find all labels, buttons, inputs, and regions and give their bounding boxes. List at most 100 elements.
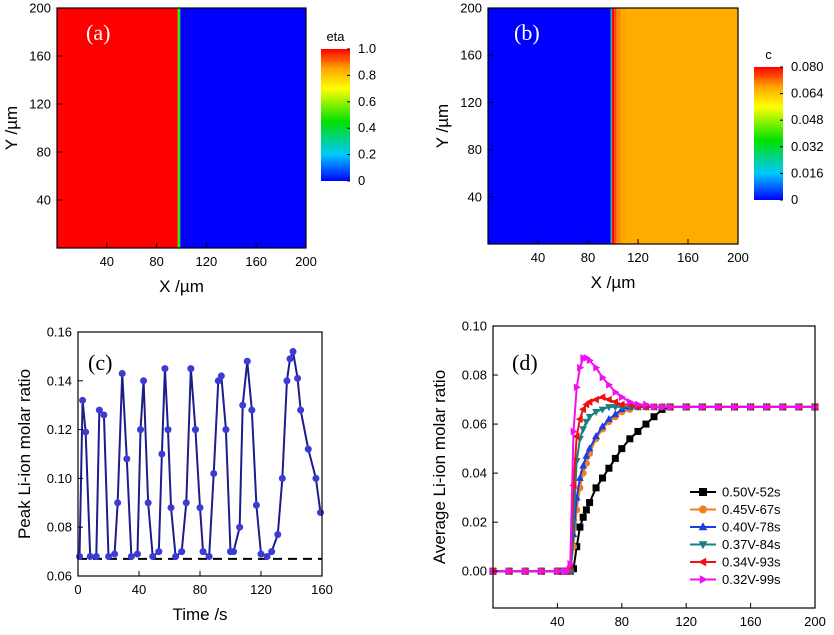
marker bbox=[592, 484, 600, 492]
colorbar-title: eta bbox=[326, 29, 345, 44]
colorbar-tick-label: 0.080 bbox=[791, 59, 824, 74]
x-tick-label: 40 bbox=[550, 614, 564, 629]
x-tick-label: 200 bbox=[804, 614, 826, 629]
marker bbox=[127, 552, 135, 560]
heat-cell bbox=[614, 8, 617, 244]
marker bbox=[263, 552, 271, 560]
marker bbox=[617, 400, 625, 409]
marker bbox=[747, 403, 755, 411]
x-tick-label: 80 bbox=[193, 582, 207, 597]
marker bbox=[564, 567, 572, 576]
marker bbox=[137, 426, 145, 434]
marker bbox=[650, 413, 658, 421]
legend-label: 0.50V-52s bbox=[722, 485, 781, 500]
marker bbox=[105, 552, 112, 560]
heat-cell bbox=[177, 8, 181, 248]
marker bbox=[604, 395, 612, 404]
y-tick-label: 80 bbox=[37, 145, 51, 160]
y-tick-label: 40 bbox=[37, 193, 51, 208]
marker bbox=[619, 393, 626, 401]
legend-label: 0.40V-78s bbox=[722, 520, 781, 535]
x-tick-label: 120 bbox=[196, 254, 218, 269]
heat-cell bbox=[180, 8, 306, 248]
marker bbox=[763, 403, 771, 411]
y-tick-label: 0.00 bbox=[462, 564, 487, 579]
marker bbox=[191, 426, 199, 434]
marker bbox=[611, 454, 619, 462]
y-tick-label: 160 bbox=[460, 48, 482, 63]
marker bbox=[579, 426, 588, 434]
marker bbox=[205, 552, 213, 560]
x-tick-label: 80 bbox=[149, 254, 163, 269]
marker bbox=[659, 403, 667, 411]
colorbar bbox=[321, 49, 350, 181]
marker bbox=[812, 403, 820, 411]
marker bbox=[698, 522, 708, 531]
marker bbox=[598, 422, 607, 430]
heat-cell bbox=[616, 8, 621, 244]
marker bbox=[100, 411, 108, 419]
marker bbox=[585, 398, 593, 406]
marker bbox=[598, 406, 607, 414]
x-tick-label: 80 bbox=[581, 250, 595, 265]
marker bbox=[667, 403, 675, 411]
heat-cell bbox=[625, 8, 738, 244]
marker bbox=[252, 501, 260, 509]
marker bbox=[579, 461, 588, 469]
marker bbox=[577, 363, 585, 372]
marker bbox=[178, 548, 186, 556]
marker bbox=[312, 474, 320, 482]
marker bbox=[699, 575, 708, 584]
marker bbox=[297, 406, 305, 414]
marker bbox=[582, 506, 590, 514]
marker bbox=[586, 499, 594, 507]
x-tick-label: 40 bbox=[132, 582, 146, 597]
x-axis-label: X /µm bbox=[159, 277, 204, 296]
marker bbox=[699, 488, 707, 496]
marker bbox=[86, 552, 94, 560]
marker bbox=[239, 401, 247, 409]
colorbar-title: c bbox=[765, 47, 772, 62]
y-tick-label: 0.14 bbox=[47, 373, 72, 388]
x-tick-label: 40 bbox=[100, 254, 114, 269]
marker bbox=[316, 509, 324, 517]
marker bbox=[278, 474, 286, 482]
x-tick-label: 120 bbox=[250, 582, 272, 597]
panel-label: (c) bbox=[88, 350, 112, 375]
marker bbox=[651, 403, 659, 411]
marker bbox=[230, 548, 238, 556]
marker bbox=[199, 548, 207, 556]
x-tick-label: 120 bbox=[627, 250, 649, 265]
x-tick-label: 80 bbox=[615, 614, 629, 629]
marker bbox=[572, 432, 580, 441]
plot-frame bbox=[487, 7, 739, 245]
marker bbox=[731, 403, 739, 411]
colorbar-tick-label: 0.2 bbox=[358, 147, 376, 162]
marker bbox=[573, 383, 581, 392]
x-axis-label: X /µm bbox=[591, 273, 636, 292]
marker bbox=[780, 403, 787, 411]
marker bbox=[155, 548, 163, 556]
y-tick-label: 120 bbox=[460, 95, 482, 110]
marker bbox=[243, 357, 251, 365]
legend-label: 0.34V-93s bbox=[722, 555, 781, 570]
marker bbox=[92, 552, 100, 560]
marker bbox=[149, 552, 157, 560]
x-tick-label: 200 bbox=[727, 250, 749, 265]
panel-label: (a) bbox=[86, 20, 110, 45]
colorbar-tick-label: 0.6 bbox=[358, 94, 376, 109]
marker bbox=[164, 426, 172, 434]
marker bbox=[576, 523, 584, 531]
y-axis-label: Y /µm bbox=[433, 104, 452, 148]
colorbar-tick-label: 0.032 bbox=[791, 139, 824, 154]
plot-frame bbox=[492, 325, 816, 609]
marker bbox=[76, 552, 84, 560]
marker bbox=[217, 372, 225, 380]
marker bbox=[612, 388, 620, 397]
marker bbox=[592, 432, 600, 440]
y-tick-label: 0.04 bbox=[462, 466, 487, 481]
y-tick-label: 80 bbox=[468, 142, 482, 157]
heat-cell bbox=[488, 8, 611, 244]
marker bbox=[635, 400, 643, 409]
